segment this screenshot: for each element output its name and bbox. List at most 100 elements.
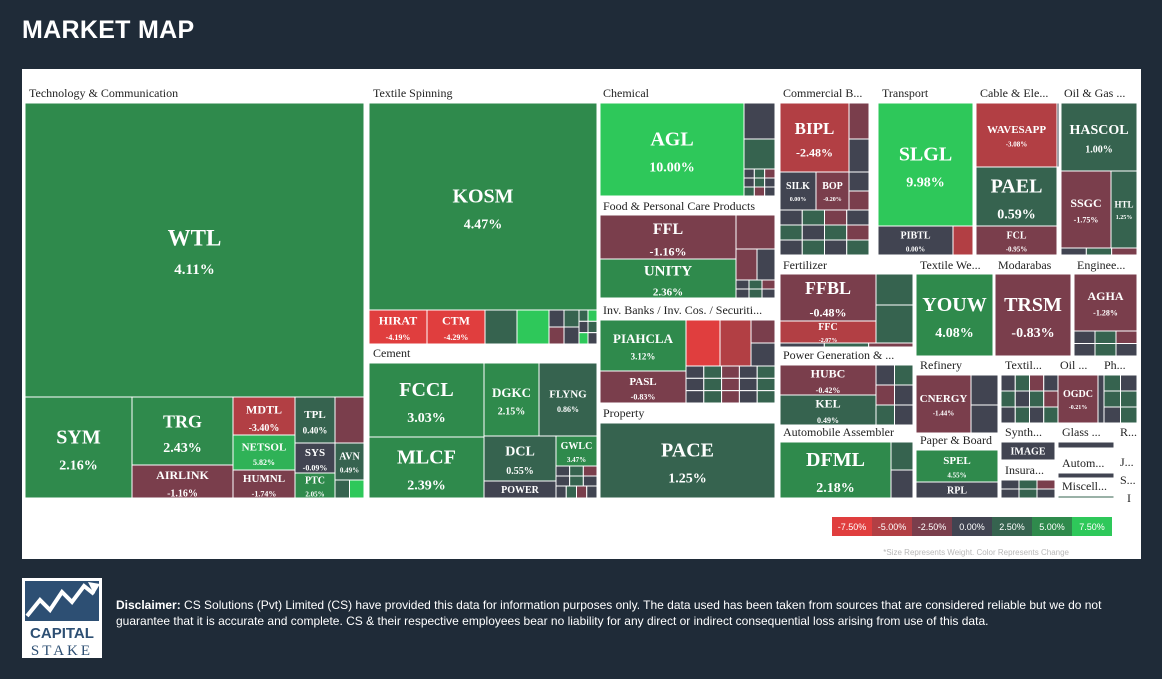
small-stock-tile[interactable] — [703, 390, 723, 404]
stock-tile-fcl[interactable] — [975, 225, 1058, 256]
small-stock-tile[interactable] — [952, 225, 974, 256]
small-stock-tile[interactable] — [1094, 330, 1117, 344]
small-stock-tile[interactable] — [1115, 343, 1138, 357]
small-stock-tile[interactable] — [1103, 390, 1121, 408]
stock-tile-ffbl[interactable] — [779, 273, 877, 322]
small-stock-tile[interactable] — [894, 384, 914, 406]
stock-tile-fccl[interactable] — [368, 362, 485, 438]
small-stock-tile[interactable] — [548, 309, 565, 328]
small-stock-tile[interactable] — [894, 364, 914, 386]
small-stock-tile[interactable] — [801, 209, 825, 226]
stock-tile-sym[interactable] — [24, 396, 133, 499]
stock-tile-kosm[interactable] — [368, 102, 598, 311]
stock-tile-dcl[interactable] — [483, 435, 557, 482]
small-stock-tile[interactable] — [1018, 479, 1038, 490]
small-stock-tile[interactable] — [750, 342, 776, 367]
small-stock-tile[interactable] — [548, 326, 565, 345]
small-stock-tile[interactable] — [756, 248, 776, 281]
stock-tile-flyng[interactable] — [538, 362, 598, 437]
small-stock-tile[interactable] — [753, 168, 766, 179]
small-stock-tile[interactable] — [1043, 374, 1059, 392]
small-stock-tile[interactable] — [735, 288, 750, 299]
small-stock-tile[interactable] — [569, 465, 584, 477]
stock-tile-avn[interactable] — [334, 442, 365, 481]
small-stock-tile[interactable] — [743, 168, 755, 179]
small-stock-tile[interactable] — [685, 319, 721, 367]
small-stock-tile[interactable] — [1120, 390, 1138, 408]
small-stock-tile[interactable] — [761, 279, 776, 290]
small-stock-tile[interactable] — [848, 190, 870, 211]
small-stock-tile[interactable] — [764, 186, 776, 197]
small-stock-tile[interactable] — [761, 288, 776, 299]
small-stock-tile[interactable] — [868, 342, 914, 348]
stock-tile-pace[interactable] — [599, 422, 776, 499]
stock-tile-trg[interactable] — [131, 396, 234, 466]
small-stock-tile[interactable] — [753, 177, 766, 188]
small-stock-tile[interactable] — [1085, 247, 1113, 256]
small-stock-tile[interactable] — [1103, 374, 1121, 392]
small-stock-tile[interactable] — [576, 485, 588, 499]
stock-tile-ffl[interactable] — [599, 214, 737, 260]
small-stock-tile[interactable] — [1000, 390, 1016, 408]
stock-tile-trsm[interactable] — [994, 273, 1072, 357]
small-stock-tile[interactable] — [587, 320, 598, 334]
small-stock-tile[interactable] — [848, 171, 870, 192]
small-stock-tile[interactable] — [875, 404, 895, 426]
small-stock-tile[interactable] — [1018, 488, 1038, 499]
small-stock-tile[interactable] — [801, 224, 825, 241]
small-stock-tile[interactable] — [894, 404, 914, 426]
stock-tile-dgkc[interactable] — [483, 362, 540, 437]
small-stock-tile[interactable] — [563, 326, 580, 345]
small-stock-tile[interactable] — [1057, 495, 1115, 499]
small-stock-tile[interactable] — [1120, 406, 1138, 424]
stock-tile-image[interactable] — [1000, 441, 1056, 461]
small-stock-tile[interactable] — [1000, 374, 1016, 392]
stock-tile-ogdc[interactable] — [1057, 374, 1099, 424]
small-stock-tile[interactable] — [1043, 390, 1059, 408]
small-stock-tile[interactable] — [1029, 374, 1045, 392]
small-stock-tile[interactable] — [587, 309, 598, 322]
small-stock-tile[interactable] — [748, 279, 763, 290]
small-stock-tile[interactable] — [1073, 330, 1096, 344]
small-stock-tile[interactable] — [743, 138, 776, 170]
small-stock-tile[interactable] — [1115, 330, 1138, 344]
stock-tile-gwlc[interactable] — [555, 435, 598, 467]
small-stock-tile[interactable] — [555, 465, 571, 477]
small-stock-tile[interactable] — [875, 273, 914, 306]
small-stock-tile[interactable] — [823, 342, 870, 348]
small-stock-tile[interactable] — [1056, 102, 1060, 168]
stock-tile-humnl[interactable] — [232, 469, 296, 499]
stock-tile-kel[interactable] — [779, 394, 877, 426]
stock-tile-pasl[interactable] — [599, 370, 687, 404]
small-stock-tile[interactable] — [334, 479, 350, 499]
small-stock-tile[interactable] — [578, 320, 589, 334]
small-stock-tile[interactable] — [735, 248, 758, 281]
small-stock-tile[interactable] — [1000, 406, 1016, 424]
stock-tile-wtl[interactable] — [24, 102, 365, 398]
small-stock-tile[interactable] — [970, 404, 999, 434]
small-stock-tile[interactable] — [1103, 406, 1121, 424]
small-stock-tile[interactable] — [685, 390, 705, 404]
small-stock-tile[interactable] — [685, 365, 705, 379]
small-stock-tile[interactable] — [848, 102, 870, 140]
small-stock-tile[interactable] — [970, 374, 999, 406]
small-stock-tile[interactable] — [1036, 488, 1056, 499]
small-stock-tile[interactable] — [801, 239, 825, 256]
small-stock-tile[interactable] — [1097, 374, 1105, 424]
stock-tile-hirat[interactable] — [368, 309, 428, 345]
small-stock-tile[interactable] — [703, 377, 723, 392]
stock-tile-hascol[interactable] — [1060, 102, 1138, 172]
small-stock-tile[interactable] — [824, 209, 848, 226]
stock-tile-ptc[interactable] — [294, 472, 336, 499]
small-stock-tile[interactable] — [587, 332, 598, 345]
stock-tile-agha[interactable] — [1073, 273, 1138, 332]
small-stock-tile[interactable] — [738, 390, 758, 404]
small-stock-tile[interactable] — [1029, 390, 1045, 408]
small-stock-tile[interactable] — [721, 377, 740, 392]
small-stock-tile[interactable] — [721, 390, 740, 404]
small-stock-tile[interactable] — [1057, 472, 1115, 479]
small-stock-tile[interactable] — [1014, 406, 1030, 424]
small-stock-tile[interactable] — [578, 332, 589, 345]
stock-tile-mlcf[interactable] — [368, 436, 485, 499]
small-stock-tile[interactable] — [1000, 488, 1020, 499]
